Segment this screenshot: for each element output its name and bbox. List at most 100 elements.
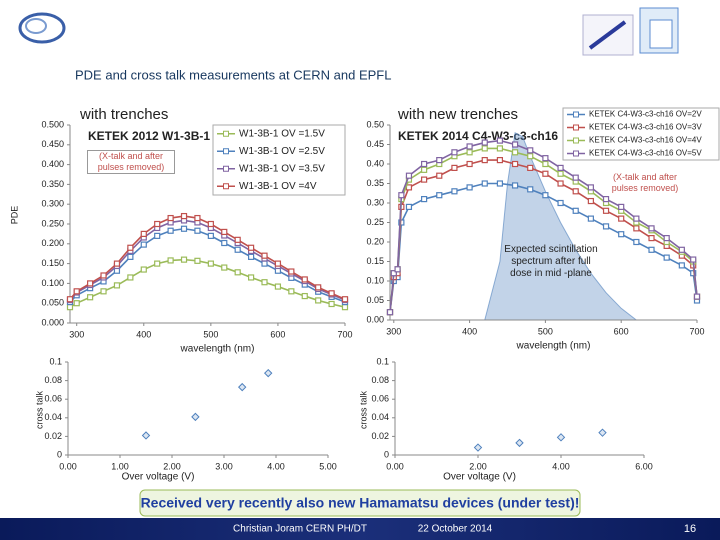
y-tick-label: 0.40 bbox=[366, 158, 384, 168]
lhcb-logo bbox=[582, 14, 634, 56]
marker bbox=[261, 252, 268, 259]
marker bbox=[602, 223, 610, 230]
page-number: 16 bbox=[684, 523, 696, 535]
marker bbox=[690, 256, 697, 263]
legend-marker bbox=[573, 124, 579, 131]
marker bbox=[527, 164, 534, 171]
footer-date: 22 October 2014 bbox=[418, 524, 493, 535]
x-tick-label: 700 bbox=[337, 329, 352, 339]
marker bbox=[451, 188, 458, 195]
y-tick-label: 0.25 bbox=[366, 217, 384, 227]
marker bbox=[618, 203, 625, 210]
point bbox=[556, 433, 566, 442]
x-tick-label: 2.00 bbox=[469, 461, 487, 471]
marker bbox=[572, 207, 579, 214]
marker bbox=[261, 279, 268, 286]
y-tick-label: 0.350 bbox=[41, 179, 64, 189]
marker bbox=[481, 145, 488, 152]
y-tick-label: 0.06 bbox=[44, 394, 62, 404]
marker bbox=[301, 276, 308, 283]
epfl-logo bbox=[639, 7, 679, 54]
marker bbox=[481, 157, 488, 164]
y-tick-label: 0.30 bbox=[366, 197, 384, 207]
chart-title: with trenches bbox=[79, 106, 168, 123]
marker bbox=[557, 199, 564, 207]
y-tick-label: 0.06 bbox=[371, 394, 389, 404]
marker bbox=[648, 246, 655, 253]
marker bbox=[466, 149, 473, 156]
marker bbox=[180, 256, 188, 263]
marker bbox=[496, 137, 504, 144]
x-axis-label: Over voltage (V) bbox=[122, 472, 195, 483]
legend-marker bbox=[573, 137, 579, 144]
point bbox=[191, 412, 200, 422]
marker bbox=[398, 192, 405, 199]
marker bbox=[527, 147, 534, 154]
marker bbox=[557, 164, 564, 171]
y-tick-label: 0.35 bbox=[366, 178, 384, 188]
marker bbox=[234, 236, 241, 243]
marker bbox=[421, 160, 428, 168]
marker bbox=[511, 182, 519, 189]
marker bbox=[390, 270, 397, 277]
marker bbox=[542, 155, 549, 162]
y-tick-label: 0.02 bbox=[371, 431, 389, 441]
x-tick-label: 4.00 bbox=[267, 461, 285, 471]
x-tick-label: 3.00 bbox=[215, 461, 233, 471]
marker bbox=[557, 180, 564, 187]
marker bbox=[154, 260, 161, 267]
marker bbox=[602, 207, 610, 214]
marker bbox=[73, 300, 80, 307]
marker bbox=[154, 220, 161, 228]
marker bbox=[633, 225, 640, 232]
marker bbox=[557, 170, 564, 177]
marker bbox=[221, 239, 228, 247]
y-axis-label: PDE bbox=[9, 206, 19, 225]
x-tick-label: 300 bbox=[386, 326, 401, 336]
y-tick-label: 0 bbox=[57, 449, 62, 459]
y-tick-label: 0.1 bbox=[376, 356, 389, 366]
y-tick-label: 0.02 bbox=[44, 431, 62, 441]
marker bbox=[127, 274, 134, 281]
marker bbox=[288, 288, 295, 295]
series-line bbox=[69, 219, 346, 301]
footer-author: Christian Joram CERN PH/DT bbox=[233, 524, 367, 535]
x-axis-label: wavelength (nm) bbox=[516, 341, 591, 352]
marker bbox=[87, 280, 94, 287]
marker bbox=[481, 139, 488, 146]
y-tick-label: 0.50 bbox=[366, 119, 384, 129]
marker bbox=[127, 253, 134, 260]
marker bbox=[207, 232, 214, 239]
marker bbox=[194, 257, 201, 264]
marker bbox=[274, 283, 282, 290]
legend-label: KETEK C4-W3-c3-ch16 OV=2V bbox=[589, 110, 702, 119]
legend-label: W1-3B-1 OV =1.5V bbox=[239, 128, 325, 139]
marker bbox=[421, 176, 428, 183]
marker bbox=[436, 192, 443, 199]
marker bbox=[127, 244, 134, 251]
marker bbox=[315, 297, 322, 304]
marker bbox=[154, 232, 161, 239]
marker bbox=[180, 212, 188, 220]
annotation: (X-talk and after pulses removed) bbox=[611, 172, 679, 193]
annotation: Expected scintillation spectrum after fu… bbox=[504, 244, 598, 279]
marker bbox=[328, 290, 335, 297]
marker bbox=[100, 272, 107, 279]
x-tick-label: 5.00 bbox=[319, 461, 337, 471]
marker bbox=[496, 180, 504, 187]
spectrum-area bbox=[484, 132, 638, 321]
marker bbox=[328, 300, 335, 308]
marker bbox=[247, 274, 255, 281]
marker bbox=[87, 294, 94, 301]
legend-label: W1-3B-1 OV =3.5V bbox=[239, 163, 325, 174]
legend-marker bbox=[573, 150, 579, 157]
marker bbox=[542, 160, 549, 168]
marker bbox=[466, 143, 473, 150]
point bbox=[263, 368, 273, 378]
marker bbox=[618, 231, 625, 238]
marker bbox=[511, 141, 519, 148]
y-tick-label: 0.04 bbox=[371, 412, 389, 422]
point bbox=[141, 431, 151, 440]
point bbox=[598, 428, 607, 437]
